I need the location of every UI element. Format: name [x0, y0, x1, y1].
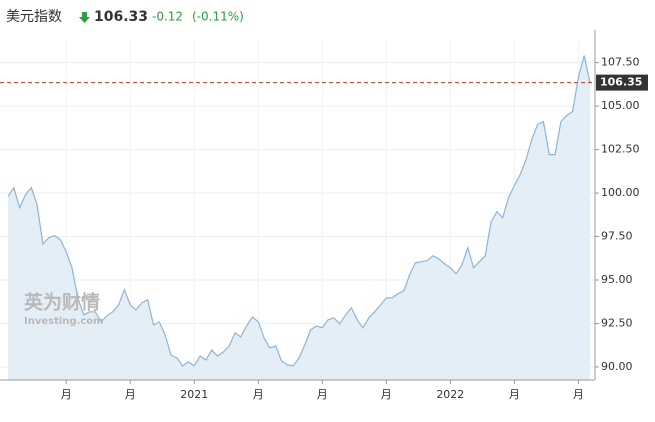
- price: 106.33: [94, 9, 148, 25]
- y-tick-label: 107.50: [601, 56, 640, 69]
- change: -0.12: [152, 10, 183, 24]
- x-tick-label: 月: [61, 388, 72, 401]
- down-arrow: [79, 12, 90, 23]
- y-tick-label: 105.00: [601, 99, 640, 112]
- watermark: Investing.com: [24, 316, 104, 327]
- price-line: [7, 55, 591, 367]
- y-tick-label: 95.00: [601, 273, 633, 286]
- plot-area: 90.00 92.50 95.00 97.50 100.00 102.50 105.00 10…: [0, 30, 648, 401]
- y-tick-label: 97.50: [601, 230, 633, 243]
- y-tick-label: 102.50: [601, 143, 640, 156]
- x-tick-label: 2021: [180, 388, 208, 401]
- chart-title: 美元指数: [6, 9, 62, 25]
- x-tick-label: 月: [573, 388, 584, 401]
- x-tick-label: 月: [253, 388, 264, 401]
- change-pct: (-0.11%): [192, 10, 244, 24]
- x-tick-label: 月: [317, 388, 328, 401]
- area-fill: [8, 55, 590, 380]
- current-price-label: 106.35: [600, 76, 642, 89]
- x-tick-label: 月: [381, 388, 392, 401]
- x-tick-label: 月: [125, 388, 136, 401]
- current-price-badge: [596, 74, 648, 91]
- x-tick-label: 月: [509, 388, 520, 401]
- watermark: 英为财情: [24, 291, 100, 314]
- x-tick-label: 2022: [436, 388, 464, 401]
- y-tick-label: 100.00: [601, 186, 640, 199]
- y-tick-label: 92.50: [601, 316, 633, 329]
- y-tick-label: 90.00: [601, 360, 633, 373]
